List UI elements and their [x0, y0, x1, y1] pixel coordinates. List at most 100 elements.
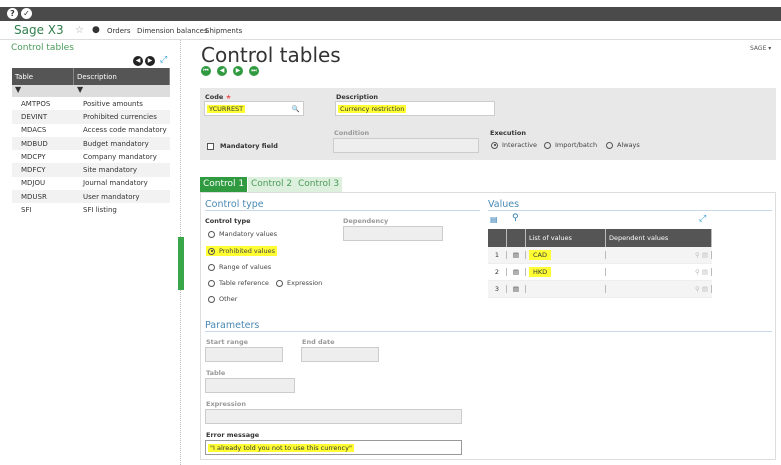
nav-link-orders[interactable]: Orders — [107, 27, 131, 35]
expression-input[interactable] — [205, 409, 462, 424]
radio-prohibited-values[interactable]: Prohibited values — [206, 246, 278, 256]
row-number: 2 — [488, 268, 507, 276]
table-description: User mandatory — [83, 192, 140, 201]
radio-other[interactable]: Other — [208, 295, 237, 303]
error-message-input[interactable]: "I already told you not to use this curr… — [205, 440, 462, 455]
mandatory-field-checkbox[interactable]: Mandatory field — [207, 142, 278, 150]
control-type-label: Control type — [205, 217, 251, 225]
tab-control-1[interactable]: Control 1 — [200, 177, 248, 192]
table-description: Company mandatory — [83, 152, 157, 161]
description-input[interactable]: Currency restriction — [335, 101, 495, 116]
table-code: MDFCY — [21, 166, 46, 175]
execution-interactive-radio[interactable]: Interactive — [491, 141, 537, 149]
row-detail-icon[interactable]: ▤ — [507, 285, 526, 293]
column-header-dependent-values[interactable]: Dependent values — [606, 229, 712, 247]
dependency-label: Dependency — [343, 217, 389, 225]
expand-icon[interactable]: ⤢ — [160, 55, 168, 65]
table-code: MDJOU — [21, 179, 46, 188]
table-row[interactable]: SFI SFI listing — [12, 203, 170, 216]
table-description: Access code mandatory — [83, 126, 167, 135]
start-range-input[interactable] — [205, 347, 283, 362]
star-icon[interactable]: ☆ — [75, 25, 84, 36]
value-cell[interactable] — [526, 285, 606, 293]
filter-icon[interactable]: ▼ — [77, 85, 84, 94]
dependent-value-cell[interactable]: ⚲ ▤ — [606, 251, 712, 259]
tab-control-2[interactable]: Control 2 — [248, 177, 296, 192]
table-description: Site mandatory — [83, 166, 137, 175]
tab-panel — [200, 192, 776, 460]
nav-link-shipments[interactable]: Shipments — [205, 27, 243, 35]
values-row[interactable]: 1 ▤ CAD ⚲ ▤ — [488, 247, 712, 264]
table-label: Table — [206, 369, 226, 377]
expression-label: Expression — [206, 400, 246, 408]
next-page-icon[interactable]: ▶ — [145, 56, 155, 66]
column-header-list-of-values[interactable]: List of values — [526, 229, 606, 247]
table-code: MDCPY — [21, 152, 46, 161]
table-row[interactable]: MDFCY Site mandatory — [12, 163, 170, 177]
table-description: Journal mandatory — [83, 179, 148, 188]
table-row[interactable]: MDCPY Company mandatory — [12, 150, 170, 163]
values-row[interactable]: 3 ▤ ⚲ ▤ — [488, 281, 712, 298]
end-date-label: End date — [302, 338, 335, 346]
value-cell[interactable]: CAD — [526, 250, 606, 260]
table-row[interactable]: MDACS Access code mandatory — [12, 124, 170, 137]
table-description: Positive amounts — [83, 99, 143, 108]
help-icon[interactable]: ? — [7, 8, 18, 19]
values-row[interactable]: 2 ▤ HKD ⚲ ▤ — [488, 264, 712, 281]
check-icon[interactable]: ✓ — [21, 8, 32, 19]
table-row[interactable]: AMTPOS Positive amounts — [12, 97, 170, 110]
last-record-icon[interactable]: ⏭ — [249, 66, 259, 76]
condition-input[interactable] — [333, 138, 479, 153]
dependency-input[interactable] — [343, 226, 443, 241]
description-label: Description — [336, 93, 379, 101]
table-code: DEVINT — [21, 112, 48, 121]
prev-page-icon[interactable]: ◀ — [133, 56, 143, 66]
code-input[interactable]: YCURREST 🔍 — [204, 101, 304, 116]
dependent-value-cell[interactable]: ⚲ ▤ — [606, 268, 712, 276]
execution-import-radio[interactable]: Import/batch — [544, 141, 597, 149]
expand-icon[interactable]: ⤢ — [699, 214, 707, 224]
previous-record-icon[interactable]: ◀ — [217, 66, 227, 76]
error-message-label: Error message — [206, 431, 260, 439]
next-record-icon[interactable]: ▶ — [233, 66, 243, 76]
header-block — [200, 88, 776, 160]
table-row[interactable]: MDBUD Budget mandatory — [12, 136, 170, 151]
grid-view-icon[interactable]: ▤ — [490, 215, 498, 224]
end-date-input[interactable] — [301, 347, 379, 362]
table-code: AMTPOS — [21, 99, 51, 108]
filter-icon[interactable]: ▼ — [15, 85, 22, 94]
dependent-value-cell[interactable]: ⚲ ▤ — [606, 285, 712, 293]
column-header-description[interactable]: Description — [74, 68, 170, 85]
start-range-label: Start range — [206, 338, 249, 346]
column-header-table[interactable]: Table — [12, 68, 74, 85]
tab-control-3[interactable]: Control 3 — [295, 177, 343, 192]
radio-expression[interactable]: Expression — [276, 279, 322, 287]
row-detail-icon[interactable]: ▤ — [507, 268, 526, 276]
table-code: MDUSR — [21, 192, 47, 201]
row-number: 1 — [488, 251, 507, 259]
chevron-down-icon[interactable]: ● — [92, 25, 100, 35]
table-code: MDACS — [21, 126, 47, 135]
table-code: MDBUD — [21, 139, 48, 148]
control-type-section: Control type — [205, 199, 480, 211]
brand-logo[interactable]: Sage X3 — [14, 23, 64, 37]
panel-toggle-handle[interactable] — [178, 237, 184, 290]
nav-link-dimension-balances[interactable]: Dimension balances — [137, 27, 208, 35]
radio-mandatory-values[interactable]: Mandatory values — [208, 230, 277, 238]
user-menu[interactable]: SAGE ▾ — [750, 45, 772, 52]
table-row[interactable]: DEVINT Prohibited currencies — [12, 110, 170, 124]
execution-label: Execution — [490, 129, 526, 137]
table-description: SFI listing — [83, 206, 117, 215]
nav-bar: Sage X3 ☆ ● Orders Dimension balances Sh… — [0, 21, 781, 40]
table-input[interactable] — [205, 378, 295, 393]
top-bar: ? ✓ — [0, 7, 781, 21]
value-cell[interactable]: HKD — [526, 267, 606, 277]
table-row[interactable]: MDJOU Journal mandatory — [12, 177, 170, 190]
first-record-icon[interactable]: ⏮ — [201, 66, 211, 76]
radio-range-of-values[interactable]: Range of values — [208, 263, 271, 271]
execution-always-radio[interactable]: Always — [606, 141, 640, 149]
search-icon[interactable]: ⚲ — [512, 213, 519, 223]
table-row[interactable]: MDUSR User mandatory — [12, 190, 170, 204]
row-detail-icon[interactable]: ▤ — [507, 251, 526, 259]
radio-table-reference[interactable]: Table reference — [208, 279, 269, 287]
